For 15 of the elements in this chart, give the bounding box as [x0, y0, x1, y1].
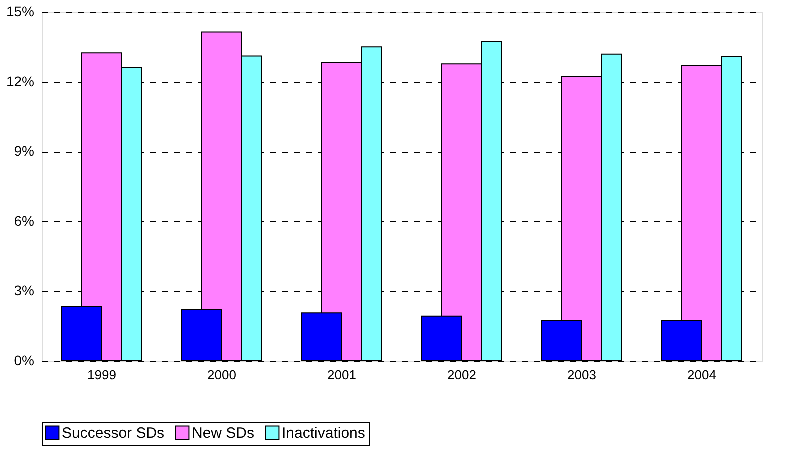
legend-label: Inactivations	[282, 424, 366, 442]
y-tick-label: 0%	[14, 352, 34, 368]
x-tick-label: 2002	[448, 368, 476, 382]
x-tick-label: 2000	[208, 368, 236, 382]
x-tick-label: 2001	[328, 368, 356, 382]
y-tick-label: 6%	[14, 212, 34, 229]
x-tick-label: 2004	[688, 368, 716, 382]
legend-label: Successor SDs	[62, 424, 165, 442]
y-tick-label: 12%	[6, 73, 34, 90]
legend-label: New SDs	[192, 424, 255, 442]
x-tick-label: 1999	[88, 368, 116, 382]
y-tick-label: 15%	[6, 4, 34, 20]
x-tick-label: 2003	[568, 368, 596, 382]
y-tick-label: 3%	[14, 282, 34, 299]
y-tick-label: 9%	[14, 143, 34, 160]
